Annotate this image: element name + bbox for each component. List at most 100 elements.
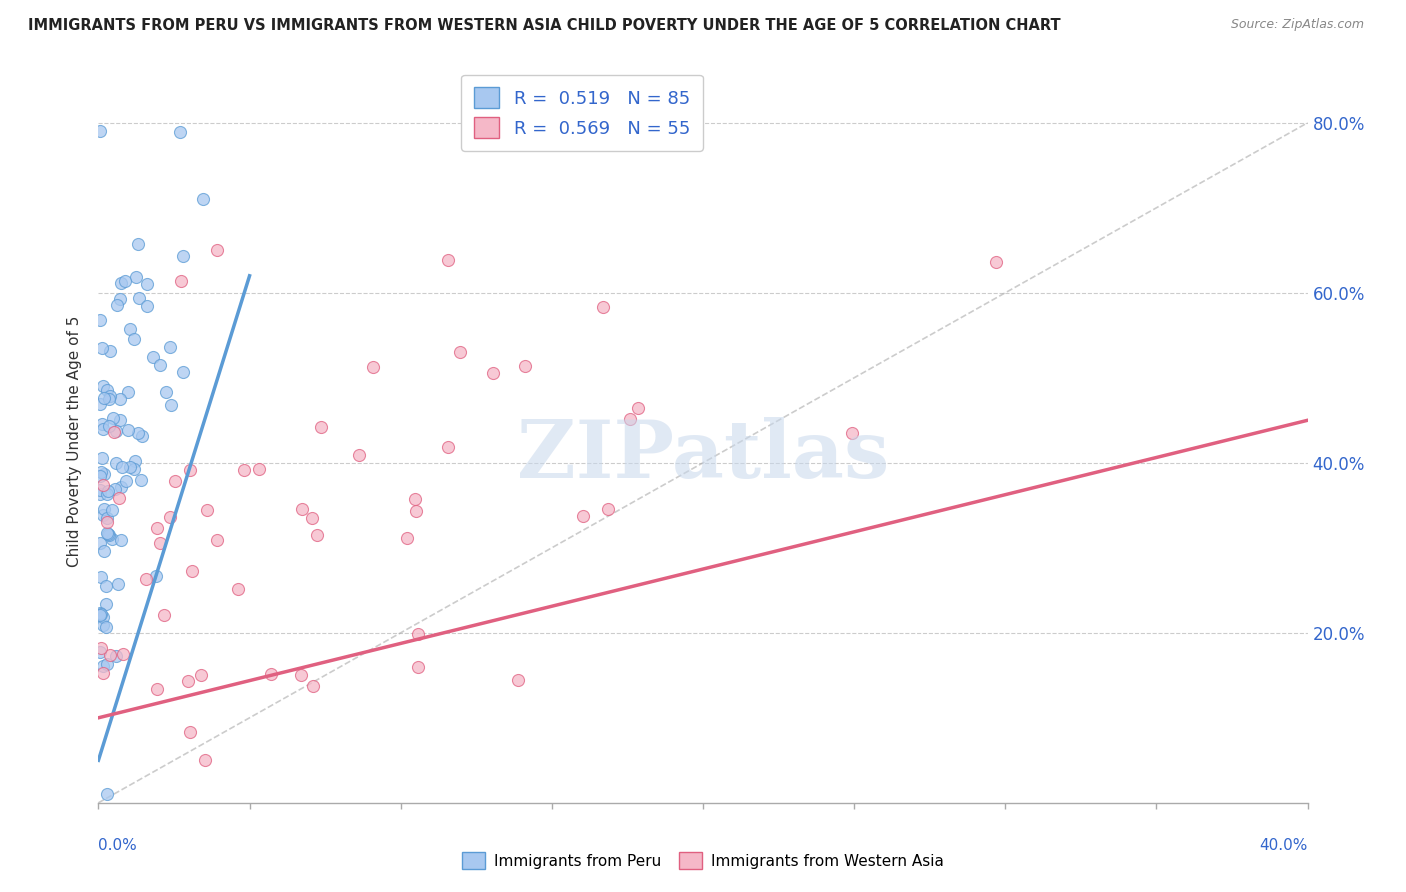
Point <box>90 607 112 621</box>
Point <box>179 724 201 739</box>
Point <box>205 533 228 547</box>
Point <box>163 474 186 488</box>
Text: 40.0%: 40.0% <box>1260 838 1308 853</box>
Point <box>90 465 112 479</box>
Point <box>98 527 121 541</box>
Point <box>97 527 120 541</box>
Point <box>105 649 128 664</box>
Point <box>93 391 115 405</box>
Point <box>105 456 128 470</box>
Point <box>111 460 134 475</box>
Point <box>91 417 114 431</box>
Point <box>93 610 115 624</box>
Point <box>437 253 460 268</box>
Point <box>122 461 145 475</box>
Point <box>194 753 217 767</box>
Point <box>93 501 115 516</box>
Point <box>96 579 118 593</box>
Point <box>124 454 146 468</box>
Point <box>177 673 200 688</box>
Point <box>89 124 111 138</box>
Point <box>98 648 121 662</box>
Point <box>96 525 118 540</box>
Point <box>170 274 193 288</box>
Point <box>841 425 863 440</box>
Point <box>508 673 530 687</box>
Point <box>142 350 165 364</box>
Point <box>98 419 121 434</box>
Point <box>482 367 505 381</box>
Point <box>146 682 169 697</box>
Point <box>101 411 124 425</box>
Point <box>197 502 219 516</box>
Point <box>115 474 138 488</box>
Point <box>114 274 136 288</box>
Point <box>169 125 191 139</box>
Point <box>120 322 142 336</box>
Point <box>98 392 121 407</box>
Point <box>110 533 132 548</box>
Point <box>395 531 418 545</box>
Point <box>190 668 212 682</box>
Point <box>193 192 215 206</box>
Point <box>89 607 111 621</box>
Point <box>301 510 323 524</box>
Point <box>90 570 112 584</box>
Point <box>97 484 120 499</box>
Point <box>145 569 167 583</box>
Point <box>103 425 125 440</box>
Point <box>90 450 112 465</box>
Point <box>127 426 149 441</box>
Point <box>91 379 114 393</box>
Point <box>89 397 111 411</box>
Point <box>449 344 471 359</box>
Point <box>93 544 115 558</box>
Point <box>159 340 181 354</box>
Point <box>515 359 537 373</box>
Point <box>101 503 124 517</box>
Point <box>91 422 114 436</box>
Point <box>984 254 1007 268</box>
Point <box>571 508 593 523</box>
Point <box>89 313 111 327</box>
Point <box>124 269 146 284</box>
Point <box>101 532 124 546</box>
Point <box>96 487 118 501</box>
Point <box>90 640 112 655</box>
Point <box>404 492 426 507</box>
Point <box>146 520 169 534</box>
Point <box>135 298 157 312</box>
Point <box>347 448 370 462</box>
Point <box>89 487 111 501</box>
Point <box>129 473 152 487</box>
Point <box>96 383 118 397</box>
Text: IMMIGRANTS FROM PERU VS IMMIGRANTS FROM WESTERN ASIA CHILD POVERTY UNDER THE AGE: IMMIGRANTS FROM PERU VS IMMIGRANTS FROM … <box>28 18 1060 33</box>
Point <box>117 384 139 399</box>
Point <box>159 510 181 524</box>
Point <box>89 468 111 483</box>
Point <box>179 463 201 477</box>
Point <box>135 572 157 586</box>
Point <box>363 360 385 375</box>
Point <box>172 249 194 263</box>
Point <box>406 627 429 641</box>
Point <box>110 392 132 406</box>
Point <box>260 666 283 681</box>
Point <box>105 298 128 312</box>
Point <box>291 501 314 516</box>
Point <box>96 787 118 801</box>
Point <box>118 459 141 474</box>
Point <box>98 389 121 403</box>
Point <box>98 344 121 359</box>
Point <box>247 462 270 476</box>
Text: 0.0%: 0.0% <box>98 838 138 853</box>
Point <box>408 659 430 673</box>
Point <box>89 607 111 622</box>
Point <box>592 301 614 315</box>
Point <box>94 620 117 634</box>
Point <box>91 477 114 491</box>
Point <box>89 645 111 659</box>
Point <box>93 467 115 481</box>
Legend: Immigrants from Peru, Immigrants from Western Asia: Immigrants from Peru, Immigrants from We… <box>456 846 950 875</box>
Point <box>108 491 131 506</box>
